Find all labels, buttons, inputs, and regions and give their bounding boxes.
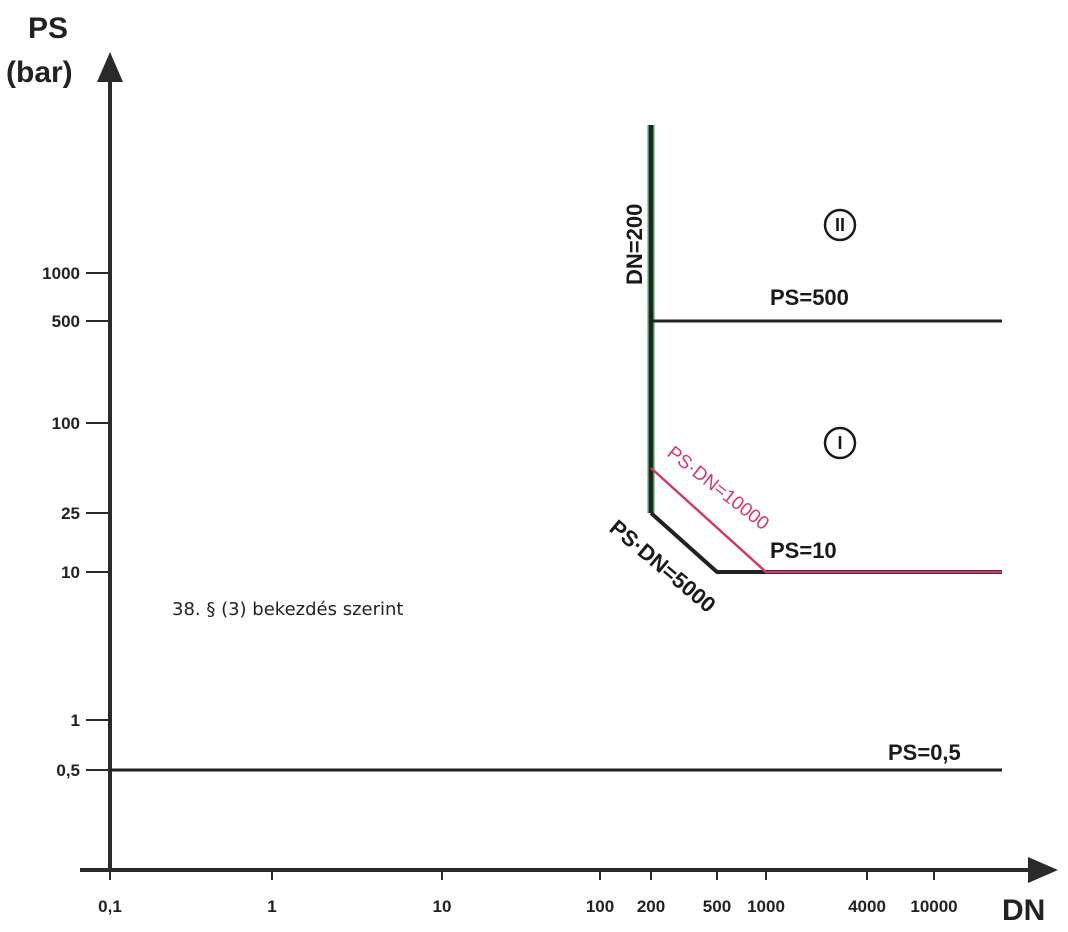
x-tick-label: 0,1 (98, 897, 122, 916)
region-2-label: II (835, 215, 845, 235)
x-tick-label: 1000 (747, 897, 785, 916)
y-tick-label: 0,5 (56, 761, 80, 780)
ticks-layer: 0,1 1 10 100 200 500 1000 4000 10000 0,5 1 10 25 100 5… (42, 264, 957, 916)
region-1-label: I (837, 433, 842, 453)
x-tick-label: 10 (433, 897, 452, 916)
region-1-marker: I (823, 426, 857, 460)
x-tick-label: 200 (637, 897, 665, 916)
series-layer (110, 124, 1003, 772)
region-2-marker: II (823, 208, 857, 242)
ps-dn-5000-label: PS·DN=5000 (605, 515, 721, 618)
ps-10-label: PS=10 (770, 538, 837, 563)
x-tick-label: 10000 (910, 897, 957, 916)
ps-dn-10000-label: PS·DN=10000 (663, 442, 773, 534)
dn-200-label: DN=200 (622, 204, 647, 285)
y-tick-label: 100 (52, 414, 80, 433)
y-axis-title-line1: PS (28, 12, 68, 45)
ps-05-label: PS=0,5 (888, 740, 961, 765)
region-1-circle (823, 426, 857, 460)
x-tick-label: 500 (703, 897, 731, 916)
region-2-circle (823, 208, 857, 242)
y-tick-label: 500 (52, 312, 80, 331)
y-tick-label: 1000 (42, 264, 80, 283)
note-text: 38. § (3) bekezdés szerint (172, 599, 403, 620)
x-tick-label: 100 (586, 897, 614, 916)
series-line-ps-dn-10000 (650, 467, 1003, 574)
y-axis-title-line2: (bar) (6, 56, 73, 89)
x-axis-arrow (1028, 857, 1058, 883)
ps-500-label: PS=500 (770, 285, 849, 310)
x-tick-label: 4000 (848, 897, 886, 916)
y-tick-label: 1 (71, 711, 80, 730)
x-axis-title: DN (1002, 894, 1045, 927)
y-tick-label: 25 (61, 504, 80, 523)
y-axis-arrow (97, 52, 123, 82)
x-tick-label: 1 (267, 897, 276, 916)
y-tick-label: 10 (61, 563, 80, 582)
